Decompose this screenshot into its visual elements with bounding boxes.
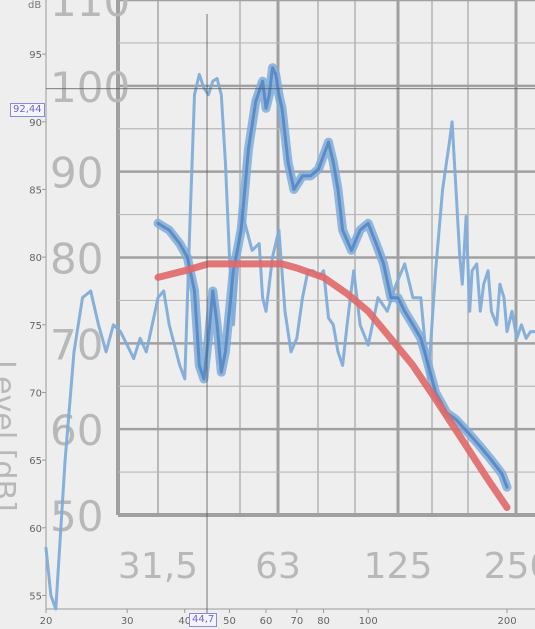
y-tick-label: 90 — [29, 118, 42, 129]
y-tick-label: 55 — [29, 591, 42, 602]
background-y-tick-label: 50 — [50, 492, 103, 541]
background-y-axis-label: Level [dB] — [0, 360, 21, 512]
background-x-tick-label: 31,5 — [118, 546, 198, 587]
x-tick-label: 20 — [40, 616, 53, 627]
x-tick-label: 70 — [290, 616, 303, 627]
x-tick-label: 200 — [497, 616, 516, 627]
background-grid — [116, 0, 535, 517]
measured-curve-thick-core — [156, 66, 509, 489]
cursor-frequency-readout: 44,7 — [189, 613, 218, 627]
background-x-tick-label: 250 — [484, 546, 535, 587]
background-y-tick-label: 80 — [50, 235, 103, 284]
background-x-tick-label: 125 — [364, 546, 433, 587]
x-tick-label: 50 — [223, 616, 236, 627]
series-layer — [44, 63, 535, 611]
y-tick-label: 60 — [29, 524, 42, 535]
y-tick-label: 75 — [29, 321, 42, 332]
x-tick-label: 30 — [121, 616, 134, 627]
cursor-db-readout: 92,44 — [10, 103, 45, 117]
x-tick-label: 60 — [260, 616, 273, 627]
background-y-tick-label: 110 — [50, 0, 130, 26]
target-curve — [154, 260, 511, 511]
x-tick-label: 40 — [178, 616, 191, 627]
y-tick-label: 95 — [29, 50, 42, 61]
units-label: dB — [28, 0, 41, 11]
measured-curve-thin — [44, 72, 535, 611]
x-tick-label: 80 — [317, 616, 330, 627]
y-tick-label: 85 — [29, 185, 42, 196]
background-y-tick-label: 90 — [50, 149, 103, 198]
background-x-tick-label: 63 — [255, 546, 301, 587]
y-tick-label: 70 — [29, 388, 42, 399]
background-y-tick-label: 60 — [50, 406, 103, 455]
y-axis: 55 60 65 70 75 80 85 90 95 — [29, 50, 46, 602]
x-axis: 20 30 40 50 60 70 80 100 200 — [40, 609, 517, 627]
y-tick-label: 80 — [29, 253, 42, 264]
x-tick-label: 100 — [359, 616, 378, 627]
y-tick-label: 65 — [29, 456, 42, 467]
background-y-tick-label: 100 — [50, 63, 130, 112]
